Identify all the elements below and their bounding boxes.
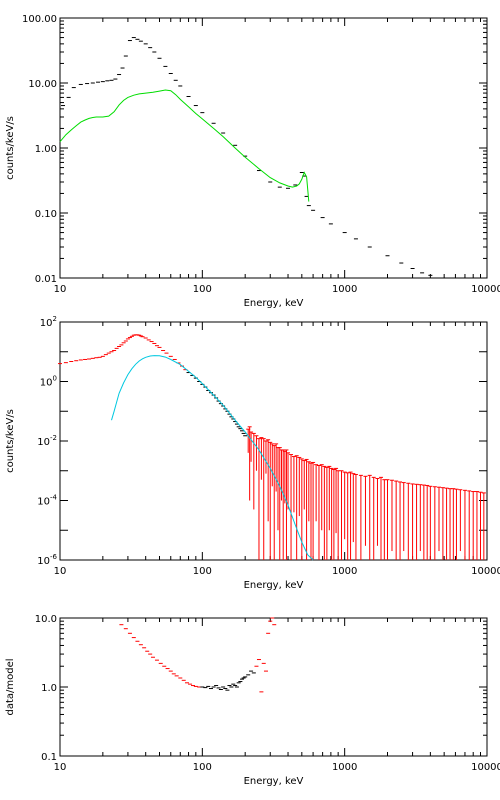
x-tick-label: 10 [54,762,67,773]
y-tick-exponent: -6 [50,553,58,561]
series-2 [200,670,256,691]
y-tick-exponent: -4 [50,494,58,502]
y-tick-label: 10-6 [37,553,57,567]
series-line [59,89,310,202]
x-axis-label: Energy, keV [244,580,304,591]
y-tick-label: 102 [40,315,57,329]
y-tick-label: 0.1 [41,752,57,763]
x-tick-label: 1000 [332,762,357,773]
series-2 [186,372,248,437]
y-tick-base: 10 [37,497,50,508]
y-tick-label: 100.00 [22,14,57,25]
y-axis-label: counts/keV/s [5,116,16,180]
panel-1: 10 100 1000 10000 0.01 0.10 1.00 10.00 100.00 Ene… [5,14,500,309]
y-tick-base: 10 [37,556,50,567]
x-tick-label: 10000 [471,566,500,577]
y-tick-base: 10 [40,378,53,389]
series-line [111,355,314,561]
series-1 [119,624,202,688]
series-3 [254,617,277,693]
y-tick-label: 10-4 [37,494,57,508]
y-tick-base: 10 [37,437,50,448]
y-tick-exponent: -2 [50,434,57,442]
series-1 [58,334,188,371]
series-4 [111,355,314,561]
x-tick-label: 10000 [471,762,500,773]
x-axis-label: Energy, keV [244,776,304,787]
y-tick-label: 1.0 [41,683,57,694]
y-tick-base: 10 [40,318,53,329]
y-tick-label: 100 [40,375,57,389]
x-tick-label: 100 [193,762,212,773]
panel-3: 10 100 1000 10000 0.1 1.0 10.0 Energy, keV data/… [5,614,500,787]
y-tick-label: 0.01 [35,274,57,285]
series-1 [61,37,433,276]
y-tick-label: 10.00 [28,79,57,90]
panel-2: 10 100 1000 1000010-610-410-2100102Energy, … [5,315,500,591]
x-tick-label: 10 [54,566,67,577]
y-tick-label: 1.00 [35,144,57,155]
y-tick-label: 10.0 [35,614,57,625]
x-tick-label: 100 [193,284,212,295]
y-tick-label: 10-2 [37,434,57,448]
y-axis-label: counts/keV/s [5,409,16,473]
series-2 [59,89,310,202]
x-tick-label: 10 [54,284,67,295]
x-tick-label: 1000 [332,566,357,577]
series-3 [246,426,486,560]
plot-frame [59,321,488,561]
x-tick-label: 10000 [471,284,500,295]
plot-frame [59,617,488,757]
y-tick-exponent: 2 [53,315,57,323]
y-tick-label: 0.10 [35,209,57,220]
plot-frame [59,17,488,279]
x-tick-label: 1000 [332,284,357,295]
x-tick-label: 100 [193,566,212,577]
y-tick-exponent: 0 [53,375,57,383]
y-axis-label: data/model [5,658,16,715]
x-axis-label: Energy, keV [244,298,304,309]
